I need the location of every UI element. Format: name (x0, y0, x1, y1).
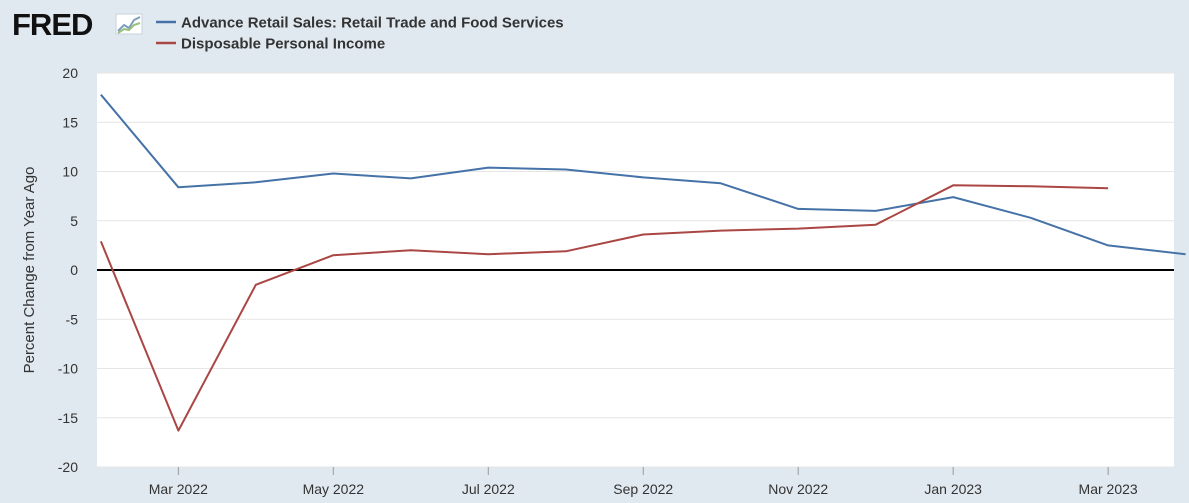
y-tick-label: 5 (70, 213, 78, 229)
y-tick-label: -20 (58, 459, 78, 475)
x-tick-label: May 2022 (303, 481, 365, 497)
x-tick-label: Sep 2022 (613, 481, 673, 497)
y-tick-label: 20 (62, 65, 78, 81)
y-tick-label: 0 (70, 262, 78, 278)
legend-item-disposable-income[interactable]: Disposable Personal Income (156, 36, 385, 53)
series-line-retail-sales[interactable] (100, 94, 1186, 256)
x-tick-label: Jul 2022 (462, 481, 515, 497)
legend-item-retail-sales[interactable]: Advance Retail Sales: Retail Trade and F… (156, 15, 564, 32)
x-tick-label: Mar 2023 (1079, 481, 1138, 497)
legend-label-disposable-income: Disposable Personal Income (181, 36, 385, 53)
y-tick-label: 10 (62, 164, 78, 180)
y-tick-label: 15 (62, 114, 78, 130)
x-axis: Mar 2022 May 2022 Jul 2022 Sep 2022 Nov 2022… (149, 467, 1138, 497)
y-tick-label: -15 (58, 410, 78, 426)
fred-logo-text: FRED (12, 7, 93, 42)
y-tick-label: -5 (66, 311, 79, 327)
x-tick-label: Jan 2023 (924, 481, 982, 497)
y-axis-title: Percent Change from Year Ago (21, 167, 38, 374)
line-chart-icon (115, 13, 143, 35)
x-tick-label: Nov 2022 (768, 481, 828, 497)
series-line-disposable-income[interactable] (99, 184, 1109, 432)
x-tick-label: Mar 2022 (149, 481, 208, 497)
legend-label-retail-sales: Advance Retail Sales: Retail Trade and F… (181, 15, 564, 32)
legend: Advance Retail Sales: Retail Trade and F… (156, 15, 564, 53)
fred-logo[interactable]: FRED (12, 7, 143, 42)
y-tick-label: -10 (58, 361, 78, 377)
y-axis: 20 15 10 5 0 -5 -10 -15 -20 (58, 65, 78, 475)
series-layer (99, 94, 1186, 432)
